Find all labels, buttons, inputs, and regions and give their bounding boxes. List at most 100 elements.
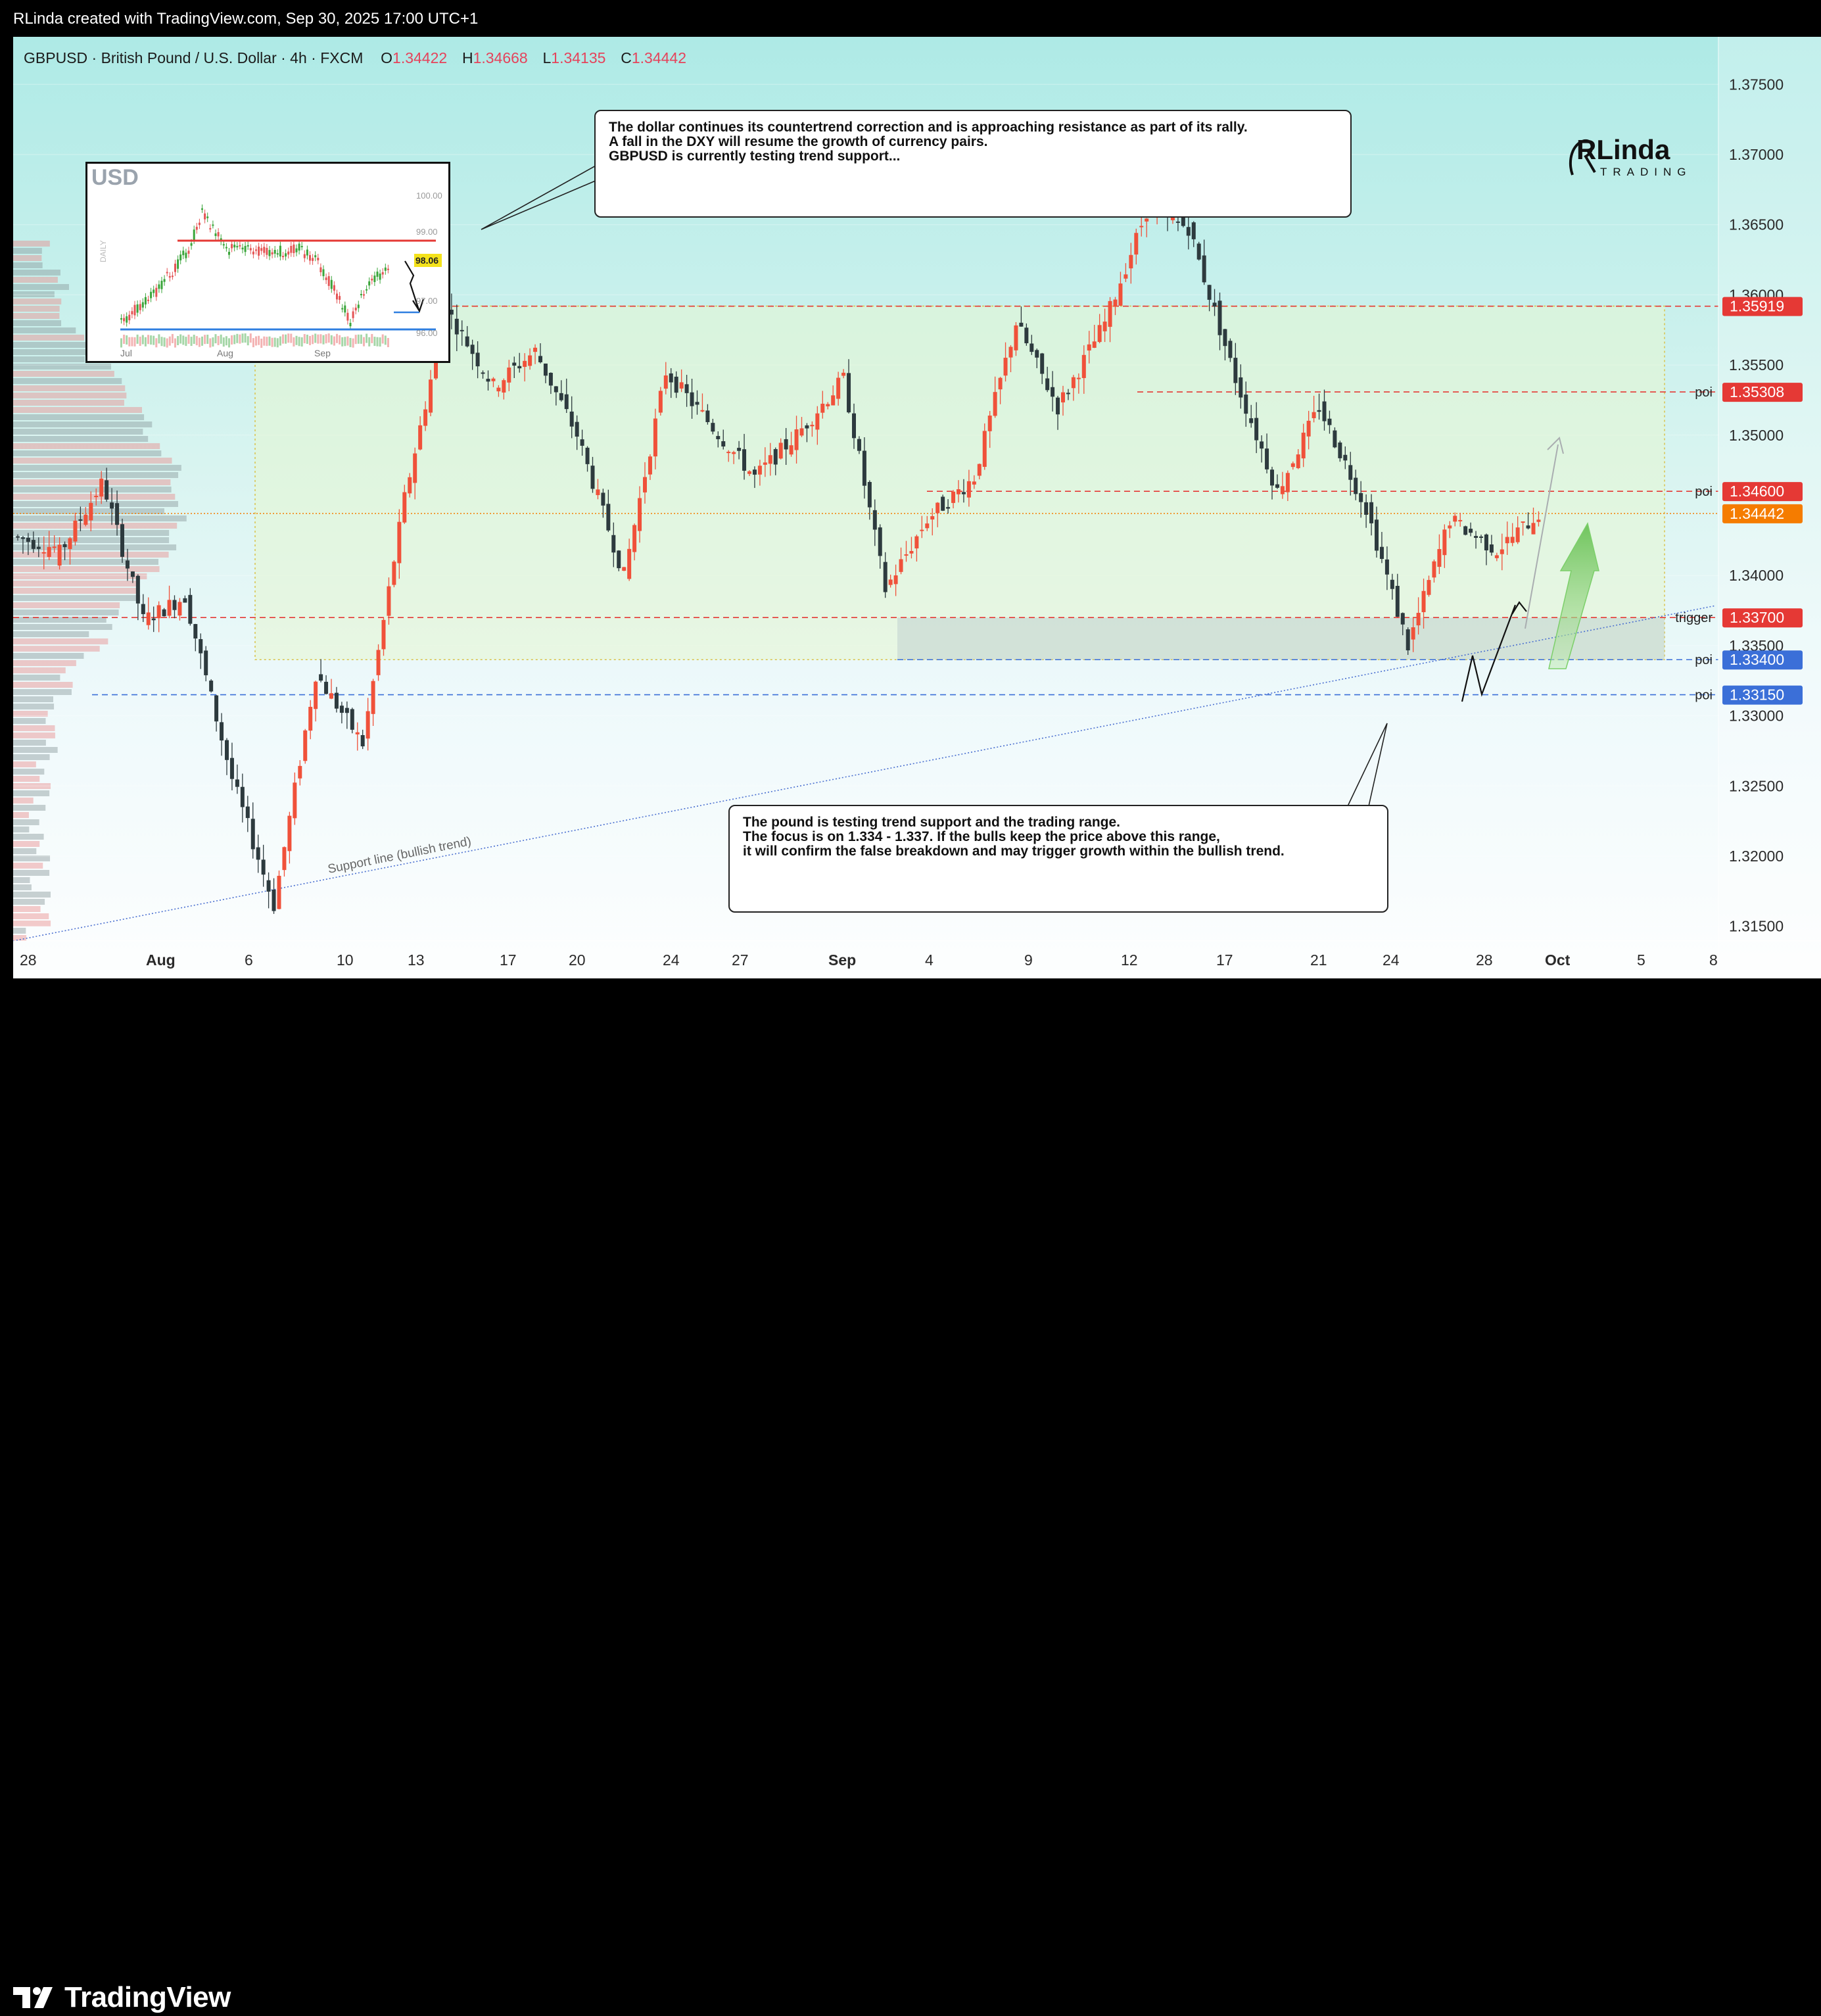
- profile-bar: [13, 581, 139, 587]
- open-value: 1.34422: [392, 49, 448, 66]
- profile-bar: [13, 450, 162, 456]
- candle-body: [930, 516, 935, 520]
- profile-bar: [13, 848, 37, 854]
- inset-volume-bar: [379, 337, 381, 347]
- candle-body: [298, 765, 302, 779]
- inset-volume-bar: [298, 337, 300, 347]
- tradingview-logo[interactable]: TradingView: [13, 1979, 231, 2016]
- inset-candle-body: [204, 213, 206, 220]
- level-tag-label: poi: [1695, 485, 1713, 499]
- candle-body: [1029, 343, 1034, 352]
- candle-body: [1008, 347, 1013, 358]
- candle-body: [334, 692, 339, 709]
- profile-bar: [13, 783, 51, 789]
- profile-bar: [13, 421, 153, 427]
- candle-body: [966, 481, 971, 498]
- candle-body: [773, 449, 778, 465]
- profile-bar: [13, 349, 101, 355]
- inset-candle-body: [268, 250, 271, 256]
- forecast-drawings: [1461, 437, 1599, 702]
- candle-body: [961, 492, 966, 494]
- support-zone-box: [897, 617, 1665, 660]
- candle-body: [1207, 285, 1212, 300]
- candle-body: [852, 413, 856, 439]
- brand-sub: TRADING: [1600, 166, 1692, 178]
- candle-body: [496, 387, 501, 392]
- inset-volume-bar: [239, 334, 241, 344]
- inset-candle-body: [330, 279, 333, 289]
- profile-bar: [13, 863, 43, 869]
- profile-bar: [13, 407, 142, 413]
- candle-body: [1129, 254, 1133, 269]
- projection-arrowhead: [1547, 437, 1564, 454]
- candle-body: [998, 377, 1003, 390]
- inset-candle-body: [312, 258, 314, 261]
- usd-inset-chart: DAILY 100.00 99.00 98.06 97.00 96.00 Jul…: [85, 162, 450, 363]
- inset-candle-body: [360, 294, 362, 296]
- inset-candle-body: [144, 297, 147, 305]
- inset-candle-body: [133, 304, 136, 316]
- price-chart[interactable]: Support line (bullish trend) 1.385001.38…: [13, 37, 1821, 978]
- inset-candle-body: [266, 247, 268, 255]
- candle-body: [1244, 395, 1248, 414]
- inset-candle-body: [217, 232, 220, 237]
- profile-bar: [13, 696, 53, 702]
- candle-body: [669, 373, 673, 383]
- candle-body: [1071, 377, 1076, 389]
- inset-candle-body: [141, 302, 144, 308]
- profile-bar: [13, 443, 160, 449]
- candle-body: [1051, 387, 1055, 397]
- inset-volume-bar: [133, 337, 136, 347]
- inset-volume-bar: [195, 336, 198, 346]
- symbol-pair[interactable]: GBPUSD · British Pound / U.S. Dollar · 4…: [24, 49, 364, 66]
- inset-candle-body: [376, 272, 379, 277]
- inset-tick-99: 99.00: [416, 227, 438, 237]
- level-price-tag: [1722, 650, 1803, 670]
- time-tick-label: 13: [408, 951, 425, 969]
- inset-month-sep: Sep: [314, 348, 331, 358]
- profile-bar: [13, 270, 60, 276]
- logo-dot: [33, 1987, 41, 1995]
- price-tick-label: 1.31500: [1729, 918, 1784, 935]
- price-tick-label: 1.34000: [1729, 567, 1784, 584]
- chart-area[interactable]: Support line (bullish trend) 1.385001.38…: [13, 37, 1821, 978]
- candle-body: [831, 395, 836, 406]
- profile-bar: [13, 675, 60, 681]
- candle-body: [1536, 519, 1541, 522]
- inset-candle-body: [241, 247, 244, 250]
- candle-body: [115, 503, 120, 525]
- profile-bar: [13, 472, 179, 478]
- time-tick-label: 21: [1310, 951, 1327, 969]
- candle-body: [1024, 327, 1029, 344]
- candle-body: [862, 450, 866, 486]
- candle-body: [763, 462, 767, 465]
- credit-text: RLinda created with TradingView.com, Sep…: [13, 10, 479, 28]
- candle-body: [366, 711, 370, 739]
- candle-body: [47, 546, 51, 558]
- inset-candle-body: [239, 245, 241, 247]
- profile-bar: [13, 740, 46, 746]
- candle-body: [1479, 536, 1483, 538]
- candle-body: [1458, 519, 1463, 521]
- inset-candle-body: [252, 251, 254, 254]
- inset-candle-body: [371, 278, 373, 281]
- profile-bar: [13, 494, 176, 500]
- candle-body: [1348, 465, 1353, 480]
- inset-volume-bar: [384, 335, 387, 345]
- candle-body: [711, 423, 715, 432]
- inset-candle-body: [263, 247, 266, 253]
- profile-bar: [13, 313, 60, 319]
- inset-volume-bar: [285, 334, 287, 344]
- candle-body: [1427, 580, 1431, 595]
- inset-candle-body: [352, 311, 354, 318]
- candle-body: [287, 815, 292, 852]
- inset-candle-body: [273, 250, 276, 254]
- candle-body: [548, 372, 553, 386]
- candle-body: [350, 709, 354, 730]
- candle-body: [188, 594, 193, 624]
- inset-candle-body: [120, 318, 122, 320]
- candle-body: [324, 681, 329, 694]
- inset-candle-body: [147, 299, 149, 301]
- candle-body: [240, 786, 245, 807]
- usd-inset-svg: DAILY 100.00 99.00 98.06 97.00 96.00 Jul…: [99, 191, 442, 358]
